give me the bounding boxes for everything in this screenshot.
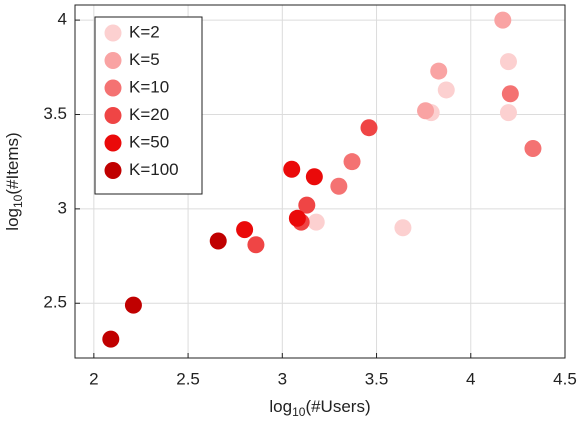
plot-frame	[74, 4, 566, 359]
point	[360, 119, 378, 137]
legend-label: K=5	[129, 50, 160, 69]
legend-label: K=100	[129, 160, 179, 179]
y-tick-label: 2.5	[43, 293, 67, 312]
y-axis-label-base: log	[3, 208, 22, 231]
legend-marker	[104, 134, 122, 152]
point	[298, 196, 316, 214]
point	[343, 153, 361, 171]
x-axis-label: log10(#Users)	[269, 397, 370, 419]
y-tick-label: 3.5	[43, 104, 67, 123]
point	[288, 209, 306, 227]
point	[494, 11, 512, 29]
x-tick-label: 4.5	[553, 369, 577, 388]
legend-label: K=10	[129, 77, 169, 96]
point	[236, 221, 254, 239]
x-axis-label-base: log	[269, 397, 292, 416]
point	[501, 85, 519, 103]
point	[499, 104, 517, 122]
point	[307, 213, 325, 231]
legend-label: K=2	[129, 22, 160, 41]
legend-label: K=50	[129, 132, 169, 151]
point	[102, 330, 120, 348]
x-tick-label: 3.5	[365, 369, 389, 388]
x-axis-label-sub: 10	[292, 405, 306, 419]
y-axis-label-sub: 10	[11, 194, 25, 208]
x-tick-label: 2.5	[176, 369, 200, 388]
point	[430, 62, 448, 80]
y-tick-label: 3	[58, 198, 67, 217]
x-tick-label: 4	[466, 369, 475, 388]
legend-marker	[104, 162, 122, 179]
legend-marker	[104, 24, 122, 42]
point	[124, 296, 142, 314]
point	[305, 168, 323, 186]
point	[283, 160, 301, 178]
point	[524, 139, 542, 157]
legend-marker	[104, 79, 122, 97]
point	[499, 53, 517, 71]
point	[209, 232, 227, 250]
point	[437, 81, 455, 99]
point	[330, 177, 348, 195]
x-tick-label: 3	[278, 369, 287, 388]
legend-marker	[104, 107, 122, 124]
legend-marker	[104, 52, 122, 69]
point	[394, 219, 412, 237]
legend-label: K=20	[129, 105, 169, 124]
point	[247, 236, 265, 254]
x-tick-label: 2	[89, 369, 98, 388]
x-axis-label-rest: (#Users)	[305, 397, 370, 416]
y-axis-label: log10(#Items)	[3, 132, 25, 230]
point	[417, 102, 435, 120]
y-axis-label-rest: (#Items)	[3, 132, 22, 194]
y-tick-label: 4	[58, 10, 67, 29]
